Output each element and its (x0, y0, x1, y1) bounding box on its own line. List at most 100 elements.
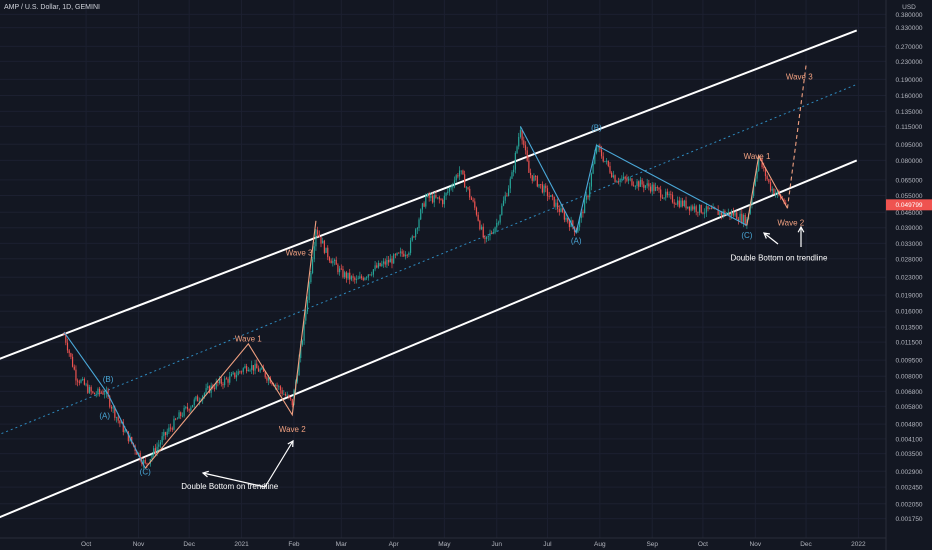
candle-body (469, 188, 471, 198)
candle-body (460, 170, 462, 172)
candle-body (257, 368, 260, 372)
price-tick-label: 0.046000 (895, 210, 922, 217)
candle-body (482, 226, 484, 238)
candle-body (249, 369, 251, 371)
candle-body (629, 178, 631, 180)
candle-body (92, 391, 94, 393)
candle-body (756, 170, 758, 179)
candle-body (213, 388, 216, 389)
candle-body (95, 394, 97, 396)
candle-body (653, 184, 655, 191)
candle-body (276, 384, 278, 387)
candle-body (734, 212, 736, 216)
candle-body (492, 232, 494, 234)
candle-body (766, 176, 768, 180)
candle-body (536, 176, 538, 187)
candle-body (237, 371, 239, 376)
candle-body (702, 212, 704, 214)
time-axis[interactable]: Oct Nov Dec 2021 Feb Mar Apr May Jun Jul Aug Sep Oct… (81, 541, 866, 548)
candle-body (644, 185, 647, 188)
candle-body (333, 259, 336, 262)
candle-body (246, 366, 248, 372)
candle-body (195, 396, 197, 400)
candle-body (171, 428, 173, 430)
candle-body (496, 222, 498, 228)
candle-body (533, 176, 535, 181)
candle-body (553, 196, 555, 207)
candle-body (382, 261, 385, 264)
candle-body (663, 197, 665, 199)
candle-body (690, 206, 692, 211)
candle-body (698, 204, 701, 213)
candle-body (487, 235, 489, 237)
candle-body (393, 254, 395, 264)
candle-body (344, 272, 346, 278)
candle-body (688, 206, 691, 211)
candle-body (550, 195, 552, 197)
price-axis[interactable]: 0.380000 0.330000 0.270000 0.230000 0.190000… (895, 12, 922, 523)
candle-body (335, 259, 337, 265)
wave-label: Wave 2 (777, 218, 804, 227)
candle-body (416, 228, 418, 230)
candle-body (771, 188, 773, 191)
candle-body (205, 388, 207, 394)
candle-body (501, 205, 503, 215)
candle-body (428, 193, 430, 198)
candle-body (303, 320, 305, 341)
last-price-badge: 0.049799 (886, 199, 932, 211)
wave-path-abc-2 (519, 126, 748, 235)
candle-body (523, 140, 525, 146)
price-tick-label: 0.002450 (895, 485, 922, 492)
candle-body (251, 365, 253, 370)
candle-body (709, 208, 711, 210)
candle-body (423, 203, 425, 207)
candle-body (298, 357, 300, 376)
candle-body (783, 199, 785, 203)
arrow-icon (264, 440, 294, 488)
candle-body (411, 236, 413, 241)
candle-body (176, 418, 178, 420)
wave-label: Wave 1 (235, 334, 262, 343)
candle-body (396, 252, 398, 256)
channel-lower-line (0, 159, 858, 519)
candle-body (354, 277, 356, 280)
candle-body (761, 159, 763, 168)
candle-body (291, 398, 293, 406)
candle-body (244, 366, 246, 369)
price-tick-label: 0.002050 (895, 501, 922, 508)
candle-body (704, 212, 706, 214)
price-tick-label: 0.019000 (895, 293, 922, 300)
wave-label: (A) (571, 236, 582, 245)
candle-body (330, 260, 332, 264)
candle-body (322, 240, 324, 244)
wave-label: (C) (140, 468, 151, 477)
candle-body (154, 448, 156, 453)
price-tick-label: 0.023000 (895, 275, 922, 282)
candle-body (300, 344, 302, 358)
arrow-head-icon (763, 232, 771, 239)
candle-body (450, 187, 452, 189)
candle-body (83, 378, 85, 385)
candle-body (592, 163, 594, 174)
candle-body (278, 386, 280, 388)
candle-body (769, 182, 772, 191)
candle-body (627, 178, 630, 181)
price-axis-currency: USD (902, 4, 916, 11)
price-tick-label: 0.004800 (895, 422, 922, 429)
price-tick-label: 0.011500 (896, 340, 923, 347)
candle-body (622, 176, 625, 179)
candle-body (305, 311, 307, 321)
candle-body (763, 167, 765, 168)
candle-body (259, 369, 261, 372)
candle-body (289, 397, 292, 399)
candle-body (602, 156, 604, 162)
candle-body (415, 229, 417, 238)
candle-body (529, 172, 532, 176)
candle-body (418, 219, 420, 229)
candle-body (168, 427, 170, 432)
candle-body (413, 236, 415, 238)
candle-body (480, 226, 483, 230)
candle-body (376, 265, 378, 268)
candle-body (288, 394, 290, 398)
